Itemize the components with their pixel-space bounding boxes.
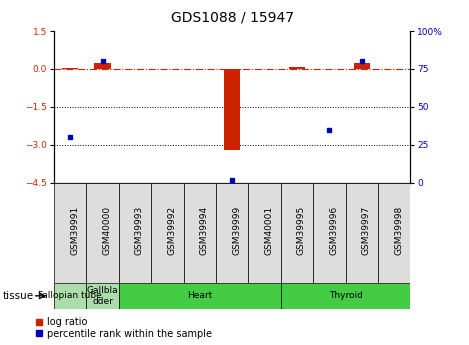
Text: GSM39997: GSM39997: [362, 206, 371, 256]
Text: GDS1088 / 15947: GDS1088 / 15947: [171, 10, 294, 24]
Text: GSM39996: GSM39996: [329, 206, 338, 256]
Text: tissue: tissue: [2, 291, 33, 301]
FancyBboxPatch shape: [378, 183, 410, 283]
Bar: [94, 63, 111, 69]
Text: Gallbla
dder: Gallbla dder: [87, 286, 118, 306]
FancyBboxPatch shape: [183, 183, 216, 283]
Text: Heart: Heart: [187, 291, 212, 300]
FancyBboxPatch shape: [86, 283, 119, 309]
FancyBboxPatch shape: [119, 183, 151, 283]
Text: GSM39995: GSM39995: [297, 206, 306, 256]
FancyBboxPatch shape: [281, 283, 410, 309]
Text: GSM40000: GSM40000: [103, 206, 112, 255]
Bar: [354, 63, 370, 69]
FancyBboxPatch shape: [346, 183, 378, 283]
Text: GSM39999: GSM39999: [232, 206, 241, 256]
FancyBboxPatch shape: [313, 183, 346, 283]
Text: Fallopian tube: Fallopian tube: [38, 291, 102, 300]
FancyBboxPatch shape: [249, 183, 281, 283]
FancyBboxPatch shape: [86, 183, 119, 283]
Bar: [62, 68, 78, 69]
FancyBboxPatch shape: [119, 283, 281, 309]
FancyBboxPatch shape: [54, 183, 86, 283]
Text: GSM39994: GSM39994: [200, 206, 209, 255]
Bar: [289, 67, 305, 69]
Bar: [224, 69, 240, 150]
Text: GSM40001: GSM40001: [265, 206, 273, 255]
FancyBboxPatch shape: [216, 183, 249, 283]
Text: GSM39993: GSM39993: [135, 206, 144, 256]
FancyBboxPatch shape: [151, 183, 183, 283]
FancyBboxPatch shape: [281, 183, 313, 283]
Text: GSM39992: GSM39992: [167, 206, 176, 255]
Text: GSM39998: GSM39998: [394, 206, 403, 256]
FancyBboxPatch shape: [54, 283, 86, 309]
Text: Thyroid: Thyroid: [329, 291, 363, 300]
Legend: log ratio, percentile rank within the sample: log ratio, percentile rank within the sa…: [35, 317, 212, 339]
Text: GSM39991: GSM39991: [70, 206, 79, 256]
